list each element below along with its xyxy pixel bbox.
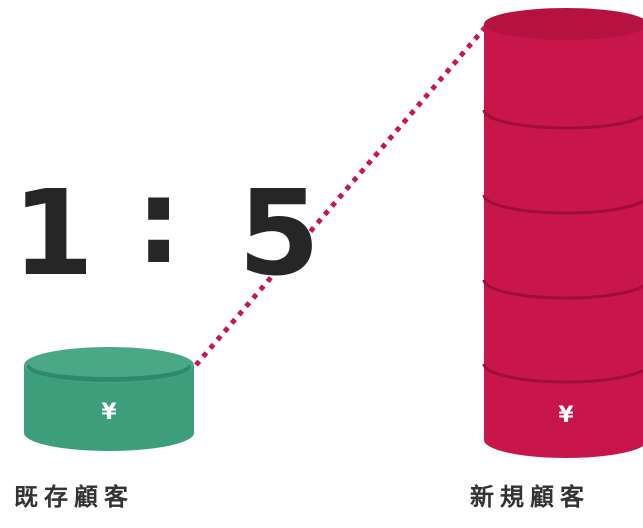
- new-customers-label: 新規顧客: [470, 483, 590, 511]
- new-stack-seam-2: [482, 194, 643, 215]
- new-stack-seam-1: [482, 109, 643, 130]
- new-stack-seam-4: [482, 363, 643, 384]
- ratio-left-value: 1: [12, 164, 94, 302]
- new-stack-body: [484, 24, 643, 458]
- existing-cylinder-body: [24, 365, 194, 451]
- ratio-right-value: 5: [238, 164, 320, 302]
- existing-yen-icon: ¥: [101, 400, 117, 425]
- existing-customers-label: 既存顧客: [14, 483, 134, 511]
- existing-customers-cylinder: ¥: [24, 347, 194, 451]
- existing-cylinder-top-highlight: [29, 351, 189, 377]
- new-stack-top: [484, 8, 643, 40]
- ratio-separator: :: [135, 152, 182, 290]
- new-yen-icon: ¥: [558, 403, 574, 428]
- new-customers-stack: ¥: [482, 8, 643, 458]
- dotted-connector-line: [194, 22, 490, 367]
- new-stack-seam-3: [482, 279, 643, 300]
